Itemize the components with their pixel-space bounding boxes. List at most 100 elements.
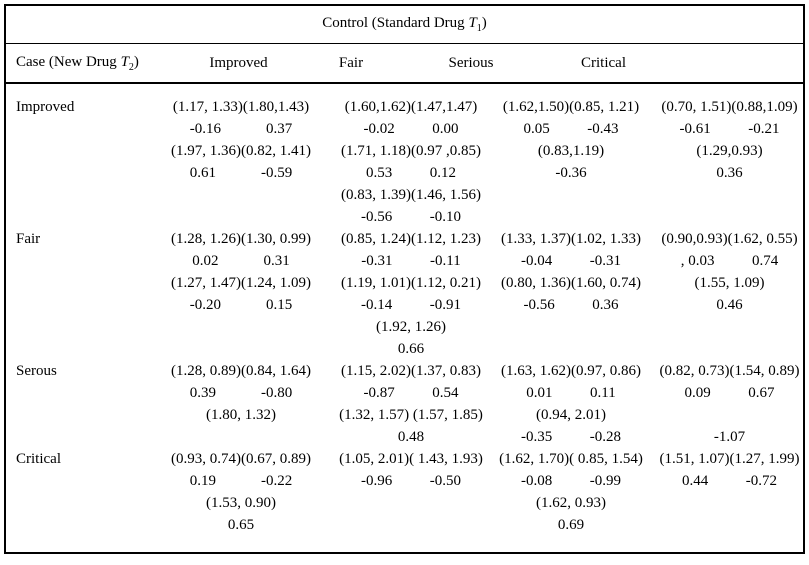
cell-line [656, 404, 803, 426]
cell-line: (1.71, 1.18)(0.97 ,0.85) [341, 143, 481, 159]
cell-line: (0.90,0.93)(1.62, 0.55) [661, 231, 798, 247]
cell-line: (0.83,1.19) [537, 143, 605, 159]
column-header-fair: Fair [338, 54, 364, 71]
cell-line: (1.27, 1.47)(1.24, 1.09) [171, 275, 311, 291]
cell-line: 0.69 [557, 517, 585, 533]
data-cell-improved-critical: (0.70, 1.51)(0.88,1.09) -0.61 -0.21 (1.29,… [656, 96, 803, 184]
cell-line: 0.53 0.12 [366, 165, 456, 181]
table-row-fair: Fair (1.28, 1.26)(1.30, 0.99) 0.02 0.31 (1.… [6, 228, 803, 360]
comparison-table: Control (Standard Drug T1) Case (New Dru… [4, 4, 805, 554]
cell-line: 0.44 -0.72 [682, 473, 777, 489]
cell-line: (1.97, 1.36)(0.82, 1.41) [171, 143, 311, 159]
cell-line: (1.63, 1.62)(0.97, 0.86) [501, 363, 641, 379]
cell-line: (1.17, 1.33)(1.80,1.43) [172, 99, 310, 115]
column-header-serious: Serious [448, 54, 494, 71]
title-variable: T [468, 15, 477, 31]
cell-line: -0.04 -0.31 [521, 253, 621, 269]
cell-line: (1.28, 0.89)(0.84, 1.64) [171, 363, 311, 379]
cell-line: -0.08 -0.99 [521, 473, 621, 489]
cell-line: (0.70, 1.51)(0.88,1.09) [661, 99, 798, 115]
data-cell-improved-improved: (1.17, 1.33)(1.80,1.43) -0.16 0.37 (1.97, … [146, 96, 336, 184]
data-cell-fair-serious: (1.33, 1.37)(1.02, 1.33) -0.04 -0.31 (0.80… [486, 228, 656, 316]
table-row-critical: Critical (0.93, 0.74)(0.67, 0.89) 0.19 -0.… [6, 448, 803, 536]
data-cell-critical-fair: (1.05, 2.01)( 1.43, 1.93) -0.96 -0.50 [336, 448, 486, 492]
data-cell-critical-serious: (1.62, 1.70)( 0.85, 1.54) -0.08 -0.99 (1.6… [486, 448, 656, 536]
corner-close-paren: ) [133, 53, 139, 70]
cell-line: 0.66 [397, 341, 425, 357]
cell-line: -0.87 0.54 [363, 385, 459, 401]
cell-line: 0.61 -0.59 [189, 165, 293, 181]
cell-line: 0.46 [716, 297, 743, 313]
cell-line: -0.61 -0.21 [679, 121, 780, 137]
cell-line: (0.94, 2.01) [536, 407, 606, 423]
cell-line: -0.20 0.15 [189, 297, 293, 313]
table-row-serous: Serous (1.28, 0.89)(0.84, 1.64) 0.39 -0.80… [6, 360, 803, 448]
column-header-row: Case (New Drug T2) Improved Fair Serious Cr… [6, 44, 803, 84]
cell-line: (1.80, 1.32) [206, 407, 276, 423]
data-cell-fair-fair: (0.85, 1.24)(1.12, 1.23) -0.31 -0.11 (1.19… [336, 228, 486, 360]
cell-line: 0.48 [397, 429, 425, 445]
cell-line: (1.55, 1.09) [694, 275, 765, 291]
cell-line: (0.80, 1.36)(1.60, 0.74) [501, 275, 641, 291]
cell-line: -0.31 -0.11 [361, 253, 461, 269]
cell-line: (1.05, 2.01)( 1.43, 1.93) [339, 451, 483, 467]
cell-line: (1.33, 1.37)(1.02, 1.33) [501, 231, 641, 247]
data-cell-critical-improved: (0.93, 0.74)(0.67, 0.89) 0.19 -0.22 (1.53,… [146, 448, 336, 536]
title-close-paren: ) [481, 15, 487, 31]
data-cell-improved-fair: (1.60,1.62)(1.47,1.47) -0.02 0.00 (1.71, 1… [336, 96, 486, 228]
data-cell-improved-serious: (1.62,1.50)(0.85, 1.21) 0.05 -0.43 (0.83,1… [486, 96, 656, 184]
cell-line: (0.83, 1.39)(1.46, 1.56) [341, 187, 481, 203]
cell-line: -0.96 -0.50 [361, 473, 461, 489]
cell-line: 0.05 -0.43 [523, 121, 619, 137]
cell-line: (1.28, 1.26)(1.30, 0.99) [171, 231, 311, 247]
row-label: Improved [16, 99, 75, 115]
cell-line: 0.65 [227, 517, 255, 533]
row-label: Critical [16, 451, 61, 467]
cell-line: (1.32, 1.57) (1.57, 1.85) [339, 407, 483, 423]
title-subscript: 1 [476, 23, 482, 34]
cell-line: (1.62,1.50)(0.85, 1.21) [502, 99, 640, 115]
data-cell-fair-improved: (1.28, 1.26)(1.30, 0.99) 0.02 0.31 (1.27, … [146, 228, 336, 316]
cell-line: (1.15, 2.02)(1.37, 0.83) [341, 363, 481, 379]
title-text: Control (Standard Drug [322, 15, 469, 31]
cell-line: -0.56 0.36 [523, 297, 619, 313]
cell-line: (1.62, 1.70)( 0.85, 1.54) [499, 451, 643, 467]
cell-line: -0.02 0.00 [363, 121, 459, 137]
cell-line: (0.82, 0.73)(1.54, 0.89) [659, 363, 800, 379]
table-body: Improved (1.17, 1.33)(1.80,1.43) -0.16 0.3… [6, 84, 803, 536]
cell-line: (1.19, 1.01)(1.12, 0.21) [341, 275, 481, 291]
data-cell-serous-fair: (1.15, 2.02)(1.37, 0.83) -0.87 0.54 (1.32,… [336, 360, 486, 448]
data-cell-critical-critical: (1.51, 1.07)(1.27, 1.99) 0.44 -0.72 [656, 448, 803, 492]
cell-line: 0.36 [716, 165, 743, 181]
data-cell-serous-critical: (0.82, 0.73)(1.54, 0.89) 0.09 0.67 -1.07 [656, 360, 803, 448]
cell-line: -0.35 -0.28 [521, 429, 621, 445]
column-header-critical: Critical [581, 54, 626, 71]
corner-variable: T [120, 53, 129, 70]
corner-label: Case (New Drug T2) [6, 54, 171, 73]
table-title: Control (Standard Drug T1) [322, 15, 487, 34]
column-header-improved: Improved [209, 54, 268, 71]
cell-line: -0.14 -0.91 [361, 297, 461, 313]
cell-line: (1.51, 1.07)(1.27, 1.99) [659, 451, 800, 467]
data-cell-fair-critical: (0.90,0.93)(1.62, 0.55) , 0.03 0.74 (1.55,… [656, 228, 803, 316]
data-cell-serous-improved: (1.28, 0.89)(0.84, 1.64) 0.39 -0.80 (1.80,… [146, 360, 336, 426]
table-title-row: Control (Standard Drug T1) [6, 6, 803, 44]
cell-line: (0.85, 1.24)(1.12, 1.23) [341, 231, 481, 247]
cell-line: -0.16 0.37 [189, 121, 293, 137]
corner-subscript: 2 [128, 61, 134, 73]
cell-line: , 0.03 0.74 [680, 253, 779, 269]
cell-line: (1.92, 1.26) [376, 319, 446, 335]
cell-line: -1.07 [713, 429, 746, 445]
cell-line: 0.19 -0.22 [189, 473, 293, 489]
cell-line: 0.39 -0.80 [189, 385, 293, 401]
cell-line: -0.36 [555, 165, 587, 181]
row-label: Serous [16, 363, 57, 379]
row-label: Fair [16, 231, 41, 247]
cell-line: 0.02 0.31 [192, 253, 290, 269]
cell-line: (1.53, 0.90) [206, 495, 276, 511]
data-cell-serous-serious: (1.63, 1.62)(0.97, 0.86) 0.01 0.11 (0.94, … [486, 360, 656, 448]
cell-line: 0.09 0.67 [684, 385, 775, 401]
cell-line: (1.60,1.62)(1.47,1.47) [344, 99, 478, 115]
cell-line: (1.62, 0.93) [536, 495, 606, 511]
cell-line: 0.01 0.11 [526, 385, 616, 401]
